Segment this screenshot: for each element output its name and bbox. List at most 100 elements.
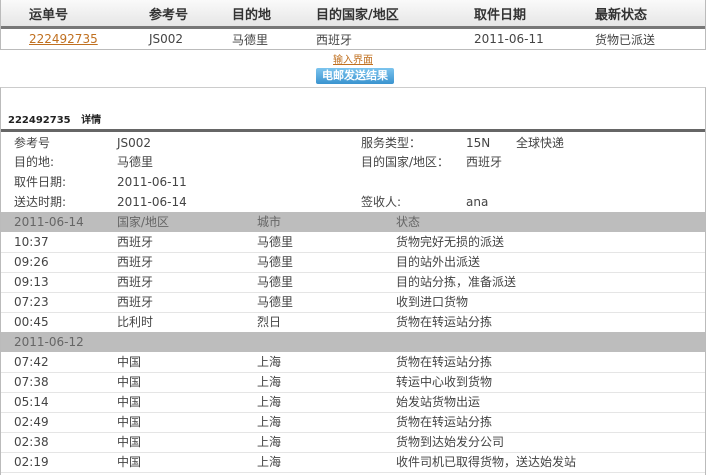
tracking-row: 02:38 中国 上海 货物到达始发分公司 (1, 432, 705, 453)
event-time: 02:49 (14, 415, 49, 429)
group-date: 2011-06-12 (14, 335, 84, 349)
detail-panel: 222492735 详情 参考号 JS002 服务类型： 15N 全球快递 目的… (0, 87, 706, 475)
event-time: 07:23 (14, 295, 49, 309)
col-status: 最新状态 (595, 7, 648, 23)
event-country: 中国 (117, 395, 142, 409)
event-time: 07:42 (14, 355, 49, 369)
col-waybill: 运单号 (29, 7, 69, 23)
tracking-row: 10:37 西班牙 马德里 货物完好无损的派送 (1, 232, 705, 253)
event-country: 西班牙 (117, 295, 154, 309)
waybill-link[interactable]: 222492735 (29, 32, 98, 46)
dest-label: 目的地: (14, 155, 55, 169)
group-date: 2011-06-14 (14, 215, 84, 229)
event-country: 西班牙 (117, 255, 154, 269)
event-time: 00:45 (14, 315, 49, 329)
service-label: 服务类型： (361, 136, 422, 150)
signer-label: 签收人: (361, 195, 402, 209)
col-ref: 参考号 (149, 7, 189, 23)
event-status: 货物完好无损的派送 (396, 235, 505, 249)
info-row: 送达时期: 2011-06-14 签收人: ana (1, 192, 705, 212)
delivered-label: 送达时期: (14, 195, 67, 209)
col-country: 国家/地区 (117, 215, 170, 229)
event-city: 上海 (257, 395, 282, 409)
info-row: 参考号 JS002 服务类型： 15N 全球快递 (1, 133, 705, 153)
event-city: 上海 (257, 415, 282, 429)
pickup: 2011-06-11 (117, 175, 187, 189)
country-value: 西班牙 (316, 32, 353, 47)
summary-row: 222492735 JS002 马德里 西班牙 2011-06-11 货物已派送 (1, 29, 705, 49)
event-city: 上海 (257, 435, 282, 449)
event-status: 货物在转运站分拣 (396, 315, 493, 329)
tracking-row: 09:13 西班牙 马德里 目的站分拣，准备派送 (1, 272, 705, 293)
event-status: 货物在转运站分拣 (396, 355, 493, 369)
event-status: 货物到达始发分公司 (396, 435, 505, 449)
event-status: 始发站货物出运 (396, 395, 481, 409)
event-time: 07:38 (14, 375, 49, 389)
info-row: 取件日期: 2011-06-11 (1, 172, 705, 192)
input-page-link[interactable]: 输入界面 (333, 55, 373, 66)
tracking-row: 07:23 西班牙 马德里 收到进口货物 (1, 292, 705, 313)
event-status: 货物在转运站分拣 (396, 415, 493, 429)
service-code: 15N (466, 136, 491, 150)
event-city: 上海 (257, 455, 282, 469)
event-country: 中国 (117, 435, 142, 449)
event-time: 05:14 (14, 395, 49, 409)
signer: ana (466, 195, 489, 209)
event-country: 中国 (117, 455, 142, 469)
event-time: 09:26 (14, 255, 49, 269)
event-city: 上海 (257, 375, 282, 389)
dest-value: 马德里 (232, 32, 269, 47)
pickup-value: 2011-06-11 (474, 32, 544, 46)
divider (1, 129, 705, 132)
status-value: 货物已派送 (595, 32, 656, 47)
event-time: 02:38 (14, 435, 49, 449)
pickup-label: 取件日期: (14, 175, 67, 189)
detail-title: 222492735 详情 (8, 111, 101, 126)
delivered: 2011-06-14 (117, 195, 187, 209)
dest: 马德里 (117, 155, 154, 169)
event-city: 马德里 (257, 295, 294, 309)
email-results-button[interactable]: 电邮发送结果 (316, 68, 394, 84)
tracking-row: 00:45 比利时 烈日 货物在转运站分拣 (1, 312, 705, 333)
tracking-row: 07:42 中国 上海 货物在转运站分拣 (1, 352, 705, 373)
tracking-row: 05:14 中国 上海 始发站货物出运 (1, 392, 705, 413)
tracking-row: 02:49 中国 上海 货物在转运站分拣 (1, 412, 705, 433)
event-time: 10:37 (14, 235, 49, 249)
detail-waybill: 222492735 (8, 115, 71, 126)
event-time: 09:13 (14, 275, 49, 289)
event-status: 收件司机已取得货物，送达始发站 (396, 455, 577, 469)
event-country: 中国 (117, 375, 142, 389)
event-country: 比利时 (117, 315, 154, 329)
detail-label: 详情 (81, 115, 102, 126)
event-country: 中国 (117, 355, 142, 369)
event-status: 目的站分拣，准备派送 (396, 275, 517, 289)
event-city: 烈日 (257, 315, 282, 329)
date-group-header: 2011-06-14 国家/地区 城市 状态 (1, 212, 705, 232)
ref-value: JS002 (149, 32, 184, 46)
info-row: 目的地: 马德里 目的国家/地区： 西班牙 (1, 152, 705, 172)
event-country: 西班牙 (117, 235, 154, 249)
col-pickup: 取件日期 (474, 7, 527, 23)
tracking-row: 09:26 西班牙 马德里 目的站外出派送 (1, 252, 705, 273)
event-status: 目的站外出派送 (396, 255, 481, 269)
event-city: 马德里 (257, 275, 294, 289)
event-time: 02:19 (14, 455, 49, 469)
tracking-row: 02:19 中国 上海 收件司机已取得货物，送达始发站 (1, 452, 705, 473)
country: 西班牙 (466, 155, 503, 169)
col-status: 状态 (396, 215, 421, 229)
event-city: 马德里 (257, 255, 294, 269)
country-label: 目的国家/地区： (361, 155, 450, 169)
tracking-row: 07:38 中国 上海 转运中心收到货物 (1, 372, 705, 393)
event-country: 中国 (117, 415, 142, 429)
col-dest: 目的地 (232, 7, 272, 23)
col-city: 城市 (257, 215, 282, 229)
col-country: 目的国家/地区 (316, 7, 399, 23)
event-status: 收到进口货物 (396, 295, 469, 309)
event-city: 上海 (257, 355, 282, 369)
event-status: 转运中心收到货物 (396, 375, 493, 389)
date-group-header: 2011-06-12 (1, 332, 705, 352)
event-country: 西班牙 (117, 275, 154, 289)
event-city: 马德里 (257, 235, 294, 249)
summary-table: 运单号 参考号 目的地 目的国家/地区 取件日期 最新状态 222492735 … (0, 0, 706, 50)
ref-label: 参考号 (14, 136, 51, 150)
